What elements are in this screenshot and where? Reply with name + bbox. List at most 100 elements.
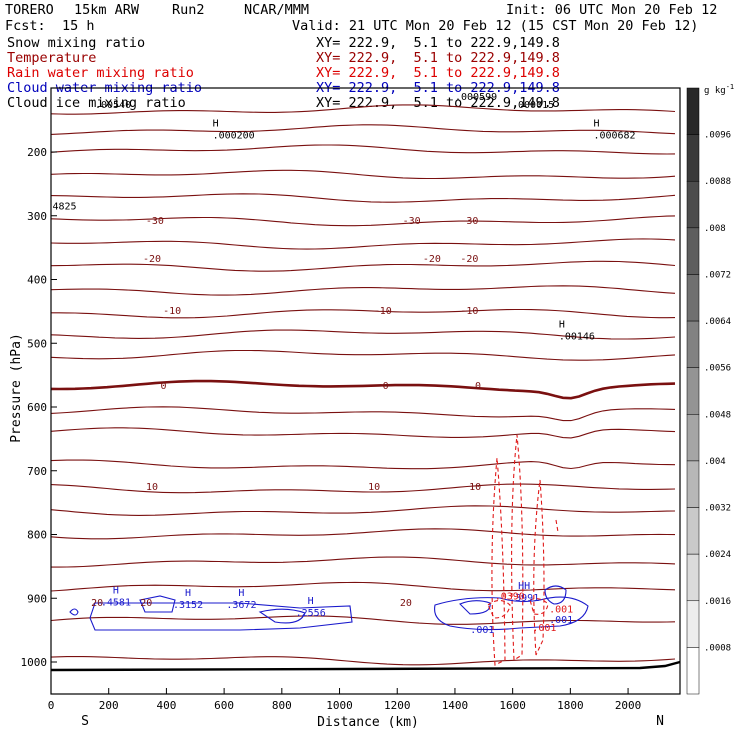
colorbar-label: .0024 xyxy=(704,550,731,560)
rain-label: .0390 xyxy=(495,592,525,603)
colorbar-label: .0032 xyxy=(704,504,731,514)
colorbar-swatch xyxy=(686,367,700,415)
x-tick-label: 1600 xyxy=(499,699,526,712)
legend-rain-xy: XY= 222.9, 5.1 to 222.9,149.8 xyxy=(316,65,560,81)
rain-contour xyxy=(533,479,545,656)
x-tick-label: 0 xyxy=(48,699,55,712)
isotherm-line xyxy=(50,169,676,180)
cloud-water-contour xyxy=(544,585,567,605)
x-tick-label: 800 xyxy=(272,699,292,712)
cloud-water-contour xyxy=(89,602,353,631)
isotherm-line xyxy=(50,406,676,422)
plot-frame xyxy=(50,87,681,695)
valid-time: Valid: 21 UTC Mon 20 Feb 12 (15 CST Mon … xyxy=(292,18,699,34)
cloud-water-contour xyxy=(459,600,491,615)
colorbar-label: .0096 xyxy=(704,131,731,141)
isotherm-line xyxy=(50,427,676,439)
colorbar-label: .0064 xyxy=(704,317,731,327)
cloud-water-max-value: .3991 xyxy=(509,593,539,604)
isotherm-line xyxy=(50,528,676,540)
axes: 0 200 400 600 800 1000 1200 1400 1600 1800 2000200… xyxy=(21,146,642,712)
colorbar-label: .0072 xyxy=(704,270,731,280)
cloud-water-max-marker: H xyxy=(113,585,119,596)
isotherm-label: 10 xyxy=(368,482,380,493)
colorbar-swatch xyxy=(686,87,700,135)
colorbar-swatch xyxy=(686,134,700,182)
run-name: Run2 xyxy=(172,2,205,18)
cloud-water-max-marker: H xyxy=(185,588,191,599)
isotherm-line xyxy=(50,104,676,115)
snow-max-marker: H xyxy=(593,119,599,130)
endpoint-south: S xyxy=(81,714,89,729)
snow-top-label: .000599 xyxy=(455,92,497,103)
cloud-water-max-marker: H xyxy=(308,596,314,607)
colorbar-swatch xyxy=(686,553,700,602)
colorbar-swatch xyxy=(686,274,700,322)
isotherm-label: -10 xyxy=(460,306,478,317)
y-tick-label: 800 xyxy=(27,529,47,542)
cloud-water-max-value: .3152 xyxy=(173,600,203,611)
isotherm-label: -20 xyxy=(143,254,161,265)
x-tick-label: 1800 xyxy=(557,699,584,712)
colorbar-label: .0088 xyxy=(704,177,731,187)
x-axis-title: Distance (km) xyxy=(317,715,419,730)
organization: NCAR/MMM xyxy=(244,2,310,18)
isotherm-label: -30 xyxy=(146,216,164,227)
model-resolution: 15km ARW xyxy=(74,2,140,18)
cloud-water-contour xyxy=(258,608,306,624)
isotherm-label: 20 xyxy=(140,598,152,609)
colorbar-swatch xyxy=(686,460,700,508)
colorbar-label: .008 xyxy=(704,224,726,234)
isotherm-line xyxy=(50,349,676,361)
contour-labels: -30 -30 -30 -20 -20 -20 -10 -10 -10 0 0 0 10 10 10 20 20… xyxy=(52,92,635,636)
colorbar-label: .0056 xyxy=(704,364,731,374)
snow-max-value: .000200 xyxy=(213,131,255,142)
cloud-water-contours xyxy=(69,585,589,631)
isotherm-line xyxy=(50,215,676,227)
colorbar: .0096 .0088 .008 .0072 .0064 .0056 .0048 .004 .0… xyxy=(686,87,731,695)
isotherm-line xyxy=(50,124,676,135)
isotherm-line xyxy=(50,656,676,666)
rain-label: .001 xyxy=(532,623,556,634)
legend-rain-name: Rain water mixing ratio xyxy=(7,65,194,81)
snow-top-label: .00540 xyxy=(95,100,131,111)
rain-contours xyxy=(487,434,559,666)
cloud-water-max-marker: HH xyxy=(518,581,530,592)
colorbar-label: .0016 xyxy=(704,597,731,607)
isotherm-line xyxy=(50,285,676,296)
y-tick-label: 1000 xyxy=(21,656,48,669)
colorbar-swatch xyxy=(686,414,700,462)
surface-line xyxy=(50,660,681,672)
cloud-water-max-marker: H xyxy=(238,588,244,599)
isotherm-label: 0 xyxy=(383,381,389,392)
x-tick-label: 1000 xyxy=(326,699,353,712)
forecast-hours: 15 h xyxy=(62,18,95,34)
colorbar-label: .0008 xyxy=(704,643,731,653)
isotherm-line xyxy=(50,329,676,340)
y-tick-label: 400 xyxy=(27,274,47,287)
isotherm-line xyxy=(51,308,676,319)
x-tick-label: 400 xyxy=(156,699,176,712)
isotherm-line xyxy=(50,144,676,155)
x-tick-label: 600 xyxy=(214,699,234,712)
forecast-label: Fcst: xyxy=(5,18,46,34)
isotherm-label: 20 xyxy=(91,598,103,609)
isotherm-label: -10 xyxy=(374,306,392,317)
isotherm-line xyxy=(50,260,676,272)
isotherm-label: 10 xyxy=(469,482,481,493)
y-tick-label: 500 xyxy=(27,337,47,350)
rain-contour xyxy=(529,598,549,615)
legend-cloud-ice-name: Cloud ice mixing ratio xyxy=(7,95,186,111)
x-tick-label: 200 xyxy=(99,699,119,712)
snow-max-marker: H xyxy=(213,119,219,130)
snow-max-value: 4825 xyxy=(52,201,76,212)
isotherm-line xyxy=(50,483,676,494)
colorbar-label: .0048 xyxy=(704,410,731,420)
x-tick-label: 1200 xyxy=(384,699,411,712)
x-tick-label: 2000 xyxy=(615,699,642,712)
isotherm-label: -30 xyxy=(403,216,421,227)
isotherm-zero xyxy=(50,379,676,400)
isotherm-label: -10 xyxy=(163,306,181,317)
